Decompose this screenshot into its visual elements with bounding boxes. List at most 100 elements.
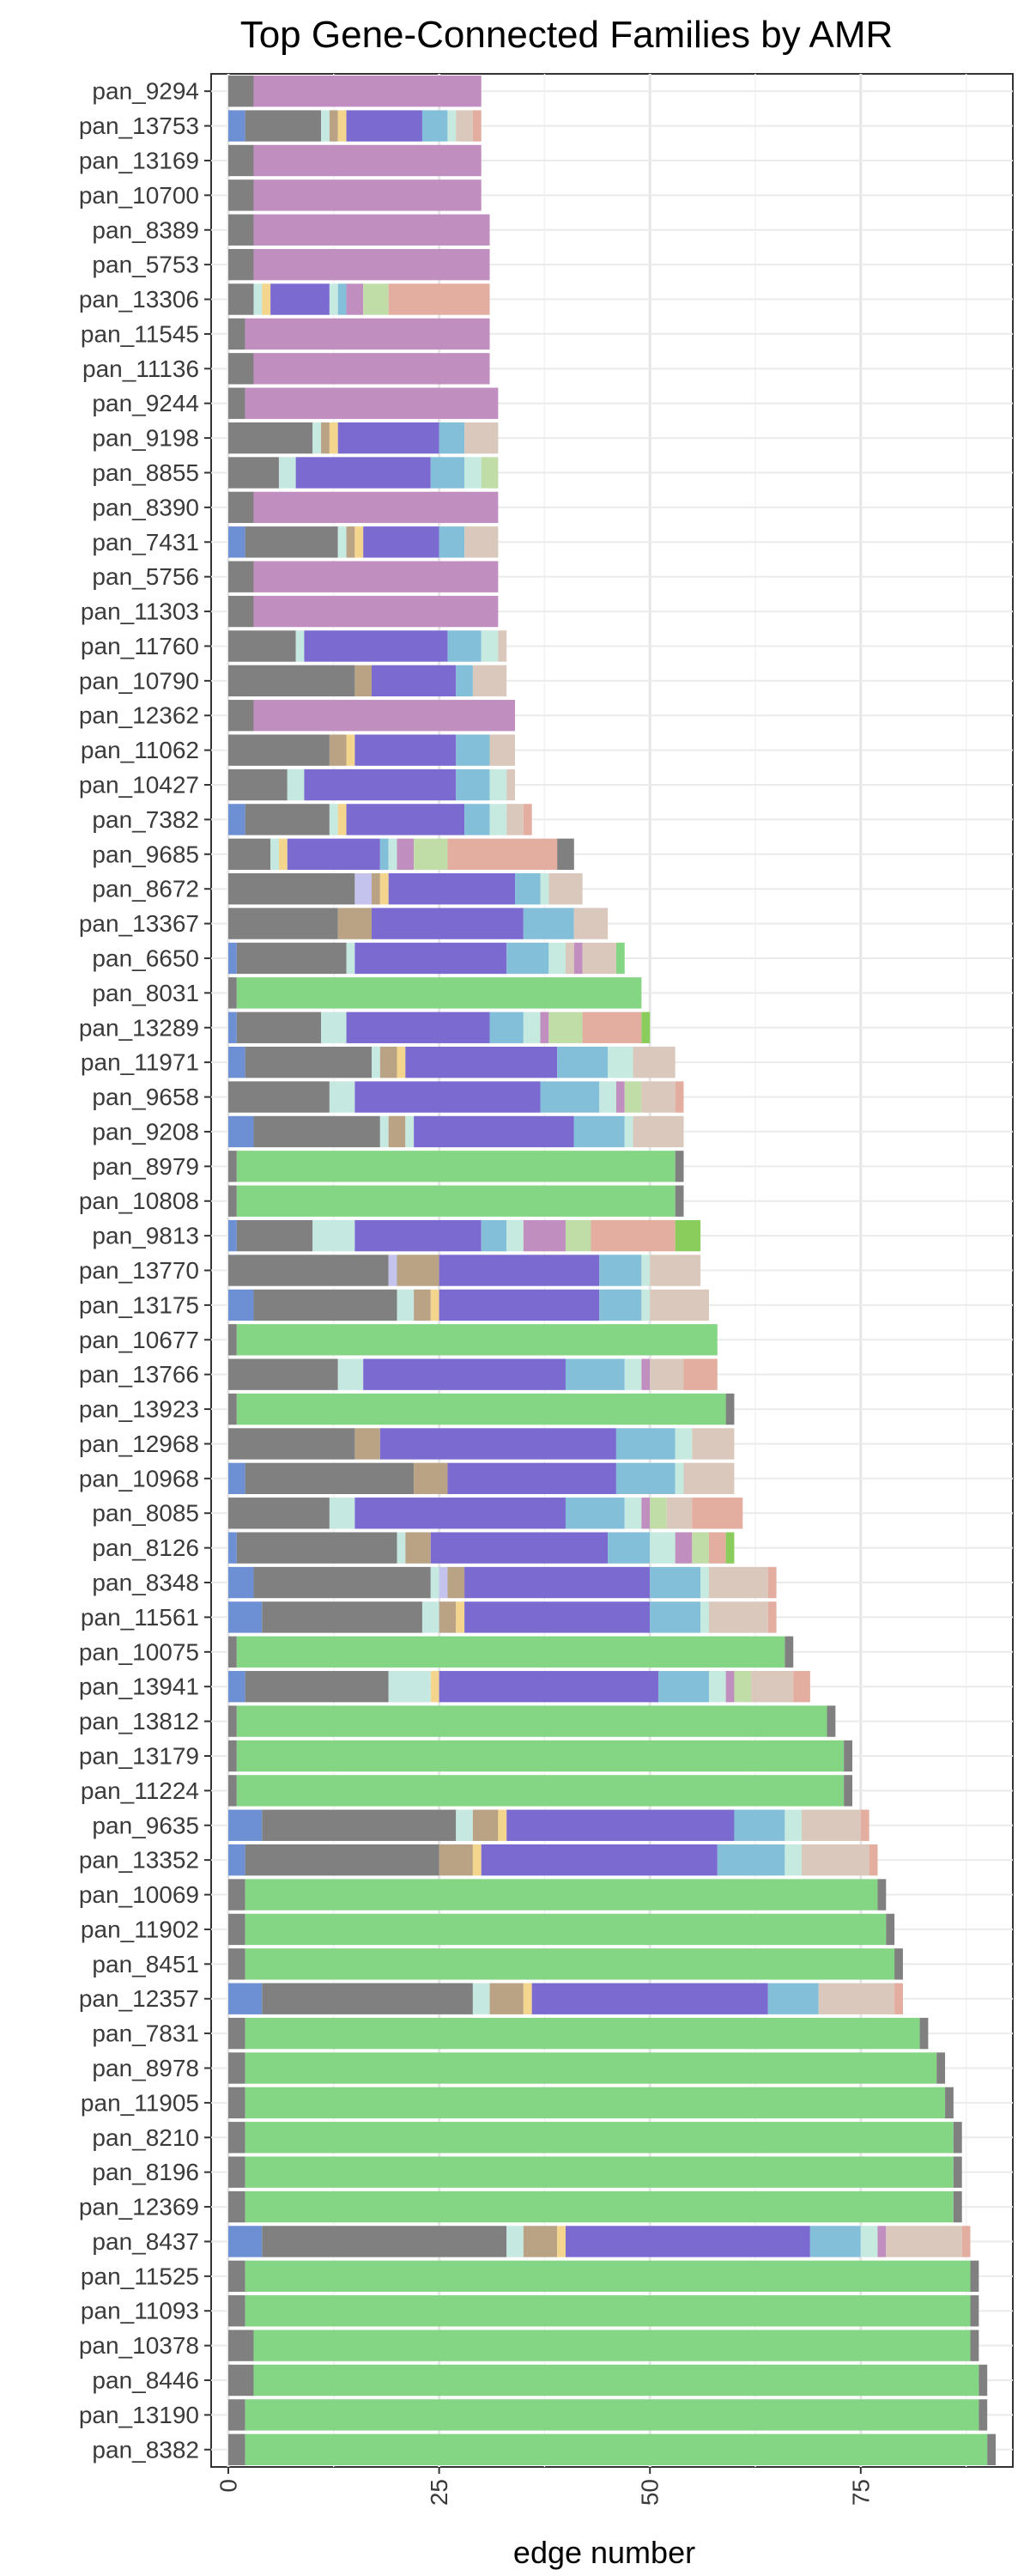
y-tick-label: pan_11224 — [81, 1777, 199, 1804]
bar-segment — [363, 526, 439, 558]
bar-segment — [354, 1498, 566, 1529]
bar-segment — [253, 491, 499, 524]
y-tick-label: pan_9244 — [92, 390, 199, 416]
bar-segment — [388, 283, 490, 315]
bar-segment — [228, 1948, 245, 1980]
bar-segment — [523, 2226, 558, 2257]
bar-row — [228, 179, 482, 211]
bar-segment — [447, 630, 482, 662]
bar-segment — [253, 561, 499, 592]
y-tick-label: pan_8031 — [92, 980, 199, 1006]
bar-segment — [354, 1428, 380, 1460]
bar-segment — [236, 977, 642, 1009]
bar-segment — [278, 838, 288, 870]
y-tick-label: pan_5756 — [92, 563, 199, 590]
bar-segment — [253, 1566, 431, 1599]
bar-segment — [675, 1462, 684, 1495]
bar-segment — [372, 873, 380, 905]
bar-segment — [228, 2017, 245, 2050]
bar-segment — [321, 422, 330, 454]
bar-segment — [329, 1081, 355, 1113]
bar-segment — [717, 1844, 785, 1876]
bar-row — [228, 1115, 684, 1148]
bar-segment — [936, 2052, 946, 2084]
bar-segment — [506, 804, 524, 835]
y-tick-label: pan_12369 — [79, 2194, 199, 2221]
bar-segment — [228, 1358, 338, 1390]
bar-row — [228, 734, 516, 766]
y-tick-label: pan_13941 — [79, 1674, 199, 1700]
bar-segment — [615, 942, 625, 975]
bar-segment — [228, 1775, 237, 1807]
bar-segment — [228, 977, 237, 1009]
bar-segment — [633, 1115, 684, 1148]
bar-segment — [236, 1775, 845, 1807]
y-tick-label: pan_11902 — [81, 1916, 199, 1942]
bar-segment — [894, 1983, 903, 2014]
bar-segment — [228, 1324, 237, 1356]
bar-row — [228, 2017, 929, 2050]
bar-segment — [228, 387, 245, 419]
bar-row — [228, 1289, 709, 1321]
y-tick-label: pan_10075 — [79, 1638, 199, 1665]
bar-segment — [734, 1671, 752, 1703]
bar-row — [228, 630, 507, 662]
bar-segment — [245, 1913, 887, 1946]
y-tick-label: pan_10790 — [79, 667, 199, 694]
bar-segment — [624, 1358, 642, 1390]
bar-row — [228, 353, 490, 385]
bar-segment — [228, 1532, 237, 1564]
bar-segment — [236, 1636, 785, 1668]
bar-row — [228, 665, 507, 697]
bar-segment — [228, 1705, 237, 1737]
bar-row — [228, 387, 499, 419]
y-tick-label: pan_10427 — [79, 772, 199, 799]
bar-segment — [287, 838, 380, 870]
y-tick-label: pan_13923 — [79, 1396, 199, 1423]
bar-segment — [683, 1462, 735, 1495]
y-tick-label: pan_10968 — [79, 1465, 199, 1492]
bar-segment — [262, 1601, 422, 1633]
bar-segment — [354, 734, 457, 766]
bar-segment — [767, 1566, 777, 1599]
bar-segment — [228, 2260, 245, 2293]
bar-segment — [253, 179, 482, 211]
bar-segment — [329, 422, 338, 454]
bar-segment — [700, 1601, 709, 1633]
bar-segment — [228, 2087, 245, 2119]
bar-segment — [245, 2122, 954, 2154]
bar-segment — [346, 1012, 490, 1043]
bar-segment — [228, 214, 254, 246]
bar-segment — [228, 2433, 245, 2465]
bar-segment — [304, 630, 448, 662]
bar-segment — [793, 1671, 810, 1703]
bar-segment — [802, 1844, 869, 1876]
bar-segment — [540, 1081, 600, 1113]
bar-segment — [228, 318, 245, 350]
bar-segment — [228, 873, 355, 905]
bar-segment — [372, 1046, 380, 1078]
bar-segment — [236, 1324, 718, 1356]
bar-segment — [860, 1809, 869, 1841]
bar-segment — [439, 1566, 448, 1599]
bar-segment — [245, 110, 322, 142]
bar-segment — [439, 1844, 473, 1876]
bar-row — [228, 526, 499, 558]
bar-segment — [245, 526, 338, 558]
bar-segment — [405, 1046, 558, 1078]
y-tick-label: pan_13190 — [79, 2402, 199, 2428]
bar-segment — [397, 1289, 415, 1321]
bar-segment — [363, 283, 389, 315]
bar-segment — [573, 942, 583, 975]
bar-segment — [650, 1498, 667, 1529]
bar-row — [228, 76, 482, 107]
y-tick-label: pan_11093 — [81, 2298, 199, 2324]
bar-segment — [245, 2087, 946, 2119]
y-tick-label: pan_11760 — [81, 633, 199, 659]
bar-segment — [675, 1081, 684, 1113]
x-axis-label: edge number — [513, 2535, 695, 2570]
bar-segment — [245, 1879, 878, 1911]
bar-segment — [346, 942, 355, 975]
bar-segment — [228, 734, 330, 766]
bar-row — [228, 2330, 979, 2361]
